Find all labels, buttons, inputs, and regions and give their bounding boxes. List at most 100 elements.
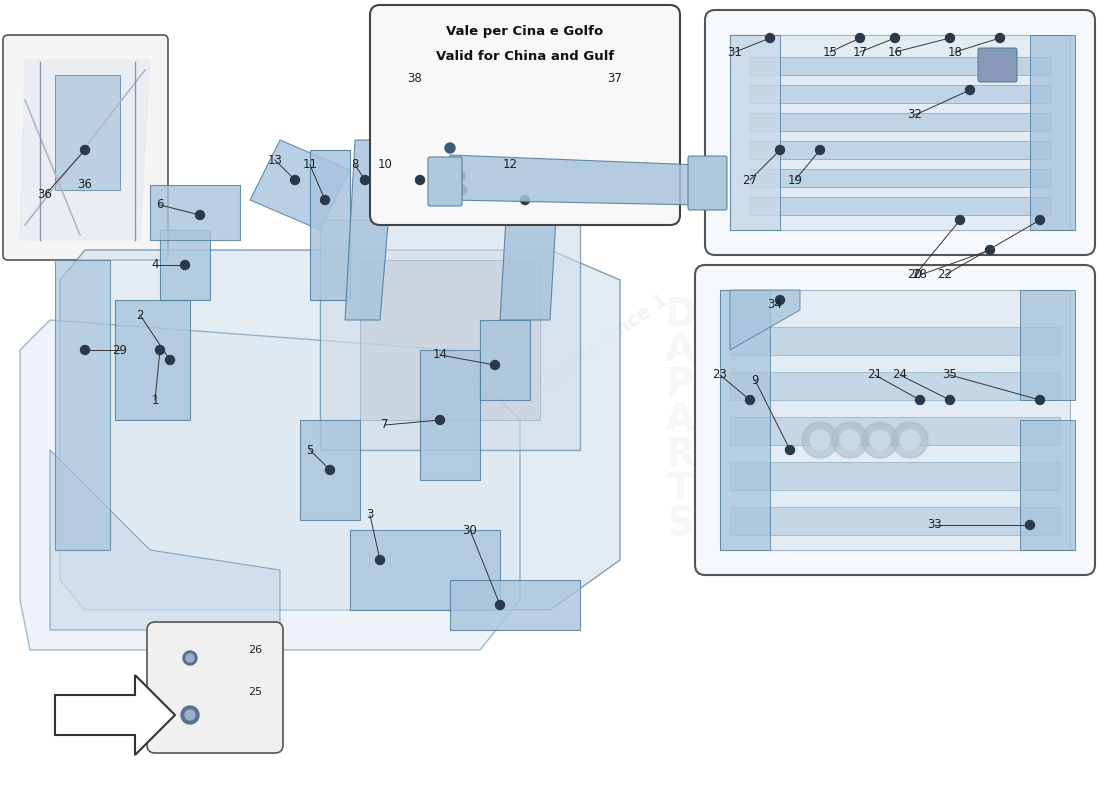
Polygon shape — [345, 140, 395, 320]
Polygon shape — [420, 350, 480, 480]
Text: 8: 8 — [351, 158, 359, 171]
Polygon shape — [730, 372, 1060, 400]
Circle shape — [766, 34, 774, 42]
Polygon shape — [300, 420, 360, 520]
Circle shape — [946, 34, 955, 42]
Circle shape — [1025, 521, 1034, 530]
Polygon shape — [750, 169, 1050, 187]
Polygon shape — [20, 320, 520, 650]
FancyBboxPatch shape — [688, 156, 727, 210]
Text: 36: 36 — [37, 189, 53, 202]
Text: 11: 11 — [302, 158, 318, 171]
Polygon shape — [720, 290, 770, 550]
Circle shape — [80, 346, 89, 354]
Text: 34: 34 — [768, 298, 782, 311]
Text: 6: 6 — [156, 198, 164, 211]
Circle shape — [186, 654, 194, 662]
Polygon shape — [730, 35, 780, 230]
Polygon shape — [450, 155, 700, 205]
Circle shape — [165, 355, 175, 365]
Text: 16: 16 — [888, 46, 902, 58]
Polygon shape — [320, 220, 580, 450]
Circle shape — [946, 395, 955, 405]
Circle shape — [915, 395, 924, 405]
Circle shape — [815, 146, 825, 154]
Polygon shape — [750, 113, 1050, 131]
Polygon shape — [750, 197, 1050, 215]
Text: 4: 4 — [152, 258, 158, 271]
Polygon shape — [750, 57, 1050, 75]
Circle shape — [956, 215, 965, 225]
Polygon shape — [750, 141, 1050, 159]
Circle shape — [862, 422, 898, 458]
FancyBboxPatch shape — [695, 265, 1094, 575]
Polygon shape — [55, 675, 175, 755]
FancyBboxPatch shape — [370, 5, 680, 225]
Circle shape — [491, 361, 499, 370]
Polygon shape — [55, 260, 110, 550]
Polygon shape — [250, 140, 350, 230]
Circle shape — [155, 346, 165, 354]
Polygon shape — [370, 150, 540, 220]
Polygon shape — [50, 450, 280, 630]
Circle shape — [986, 246, 994, 254]
Circle shape — [892, 422, 928, 458]
Polygon shape — [310, 150, 350, 300]
Polygon shape — [350, 530, 500, 610]
Text: 33: 33 — [927, 518, 943, 531]
Circle shape — [290, 175, 299, 185]
Text: 18: 18 — [947, 46, 962, 58]
Text: 13: 13 — [267, 154, 283, 166]
Polygon shape — [480, 320, 530, 400]
Polygon shape — [1030, 35, 1075, 230]
Circle shape — [446, 143, 455, 153]
Text: 38: 38 — [408, 71, 422, 85]
Text: Vale per Cina e Golfo: Vale per Cina e Golfo — [447, 26, 604, 38]
Circle shape — [183, 651, 197, 665]
Polygon shape — [730, 35, 1070, 230]
Text: 23: 23 — [713, 369, 727, 382]
Circle shape — [455, 171, 465, 181]
Polygon shape — [55, 75, 120, 190]
Text: 1: 1 — [152, 394, 158, 406]
Text: professional parts since 1: professional parts since 1 — [428, 290, 672, 470]
Polygon shape — [730, 507, 1060, 535]
Circle shape — [520, 195, 529, 205]
Text: Valid for China and Gulf: Valid for China and Gulf — [436, 50, 614, 62]
Circle shape — [450, 157, 460, 167]
FancyBboxPatch shape — [978, 48, 1018, 82]
Circle shape — [891, 34, 900, 42]
Text: 15: 15 — [823, 46, 837, 58]
Circle shape — [80, 146, 89, 154]
Circle shape — [746, 395, 755, 405]
Text: 32: 32 — [908, 109, 923, 122]
Text: 3: 3 — [366, 509, 374, 522]
Polygon shape — [730, 417, 1060, 445]
Circle shape — [1035, 215, 1045, 225]
Circle shape — [840, 430, 860, 450]
Polygon shape — [20, 60, 150, 240]
Circle shape — [802, 422, 838, 458]
Text: 31: 31 — [727, 46, 742, 58]
FancyBboxPatch shape — [428, 157, 462, 206]
Circle shape — [436, 415, 444, 425]
Text: 9: 9 — [751, 374, 759, 386]
Text: 21: 21 — [868, 369, 882, 382]
FancyBboxPatch shape — [147, 622, 283, 753]
Text: 5: 5 — [306, 443, 313, 457]
Text: D
A
P
A
R
T
S: D A P A R T S — [664, 296, 696, 544]
Circle shape — [456, 185, 468, 195]
Polygon shape — [720, 290, 1070, 550]
Text: 27: 27 — [742, 174, 758, 186]
FancyBboxPatch shape — [3, 35, 168, 260]
Polygon shape — [150, 185, 240, 240]
Polygon shape — [360, 260, 540, 420]
FancyBboxPatch shape — [705, 10, 1094, 255]
Circle shape — [495, 601, 505, 610]
Text: 2: 2 — [136, 309, 144, 322]
Circle shape — [856, 34, 865, 42]
Polygon shape — [1020, 290, 1075, 400]
Text: 29: 29 — [112, 343, 128, 357]
Text: 35: 35 — [943, 369, 957, 382]
Circle shape — [180, 261, 189, 270]
